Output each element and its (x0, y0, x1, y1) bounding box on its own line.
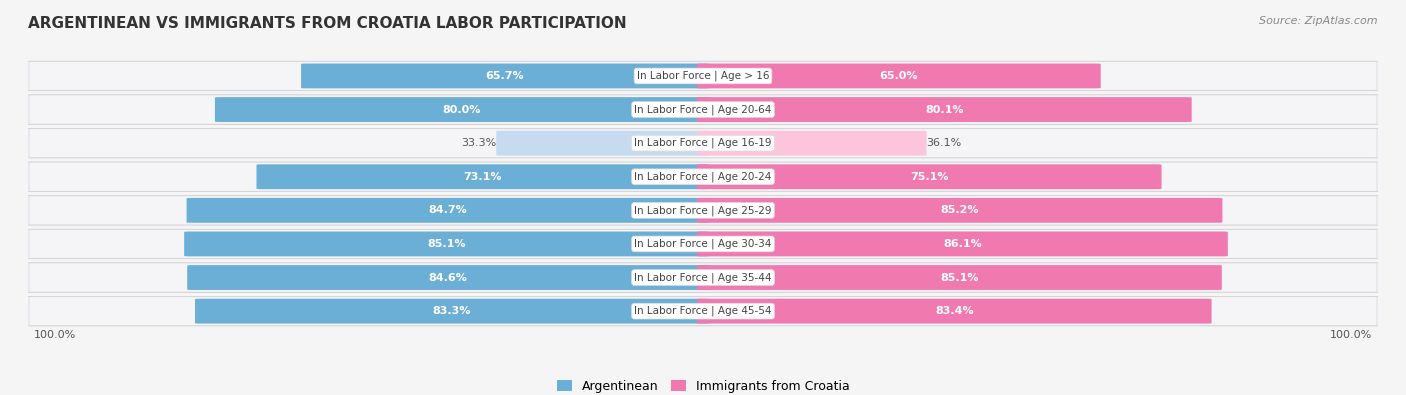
Text: 83.3%: 83.3% (433, 306, 471, 316)
FancyBboxPatch shape (30, 62, 1376, 90)
FancyBboxPatch shape (30, 129, 1376, 157)
FancyBboxPatch shape (20, 196, 1386, 225)
FancyBboxPatch shape (215, 97, 709, 122)
FancyBboxPatch shape (697, 64, 1101, 88)
FancyBboxPatch shape (20, 229, 1386, 259)
FancyBboxPatch shape (20, 61, 1386, 91)
FancyBboxPatch shape (30, 230, 1376, 258)
FancyBboxPatch shape (697, 97, 1192, 122)
FancyBboxPatch shape (30, 96, 1376, 124)
Text: In Labor Force | Age > 16: In Labor Force | Age > 16 (637, 71, 769, 81)
Text: In Labor Force | Age 25-29: In Labor Force | Age 25-29 (634, 205, 772, 216)
FancyBboxPatch shape (20, 95, 1386, 124)
FancyBboxPatch shape (30, 196, 1376, 224)
Text: In Labor Force | Age 30-34: In Labor Force | Age 30-34 (634, 239, 772, 249)
FancyBboxPatch shape (20, 263, 1386, 292)
Text: 86.1%: 86.1% (943, 239, 981, 249)
FancyBboxPatch shape (187, 265, 709, 290)
Text: 84.7%: 84.7% (429, 205, 467, 215)
FancyBboxPatch shape (20, 296, 1386, 326)
Text: 73.1%: 73.1% (464, 172, 502, 182)
Text: In Labor Force | Age 20-64: In Labor Force | Age 20-64 (634, 104, 772, 115)
FancyBboxPatch shape (697, 164, 1161, 189)
FancyBboxPatch shape (195, 299, 709, 324)
Text: In Labor Force | Age 35-44: In Labor Force | Age 35-44 (634, 272, 772, 283)
FancyBboxPatch shape (187, 198, 709, 223)
FancyBboxPatch shape (20, 128, 1386, 158)
Text: 65.7%: 65.7% (485, 71, 524, 81)
Text: In Labor Force | Age 45-54: In Labor Force | Age 45-54 (634, 306, 772, 316)
FancyBboxPatch shape (697, 265, 1222, 290)
FancyBboxPatch shape (697, 198, 1222, 223)
Legend: Argentinean, Immigrants from Croatia: Argentinean, Immigrants from Croatia (551, 375, 855, 395)
FancyBboxPatch shape (496, 131, 709, 156)
FancyBboxPatch shape (697, 131, 927, 156)
Text: 100.0%: 100.0% (34, 330, 76, 340)
Text: 75.1%: 75.1% (910, 172, 949, 182)
Text: 33.3%: 33.3% (461, 138, 496, 148)
Text: 83.4%: 83.4% (935, 306, 973, 316)
Text: 80.1%: 80.1% (925, 105, 963, 115)
Text: 85.1%: 85.1% (427, 239, 465, 249)
FancyBboxPatch shape (30, 297, 1376, 325)
Text: 85.1%: 85.1% (941, 273, 979, 282)
Text: In Labor Force | Age 16-19: In Labor Force | Age 16-19 (634, 138, 772, 149)
Text: 36.1%: 36.1% (927, 138, 962, 148)
FancyBboxPatch shape (30, 163, 1376, 191)
Text: 85.2%: 85.2% (941, 205, 979, 215)
FancyBboxPatch shape (30, 263, 1376, 292)
Text: ARGENTINEAN VS IMMIGRANTS FROM CROATIA LABOR PARTICIPATION: ARGENTINEAN VS IMMIGRANTS FROM CROATIA L… (28, 16, 627, 31)
Text: 84.6%: 84.6% (429, 273, 468, 282)
Text: Source: ZipAtlas.com: Source: ZipAtlas.com (1260, 16, 1378, 26)
FancyBboxPatch shape (301, 64, 709, 88)
FancyBboxPatch shape (256, 164, 709, 189)
FancyBboxPatch shape (184, 231, 709, 256)
Text: 80.0%: 80.0% (443, 105, 481, 115)
Text: 65.0%: 65.0% (880, 71, 918, 81)
Text: 100.0%: 100.0% (1330, 330, 1372, 340)
FancyBboxPatch shape (20, 162, 1386, 192)
FancyBboxPatch shape (697, 231, 1227, 256)
Text: In Labor Force | Age 20-24: In Labor Force | Age 20-24 (634, 171, 772, 182)
FancyBboxPatch shape (697, 299, 1212, 324)
